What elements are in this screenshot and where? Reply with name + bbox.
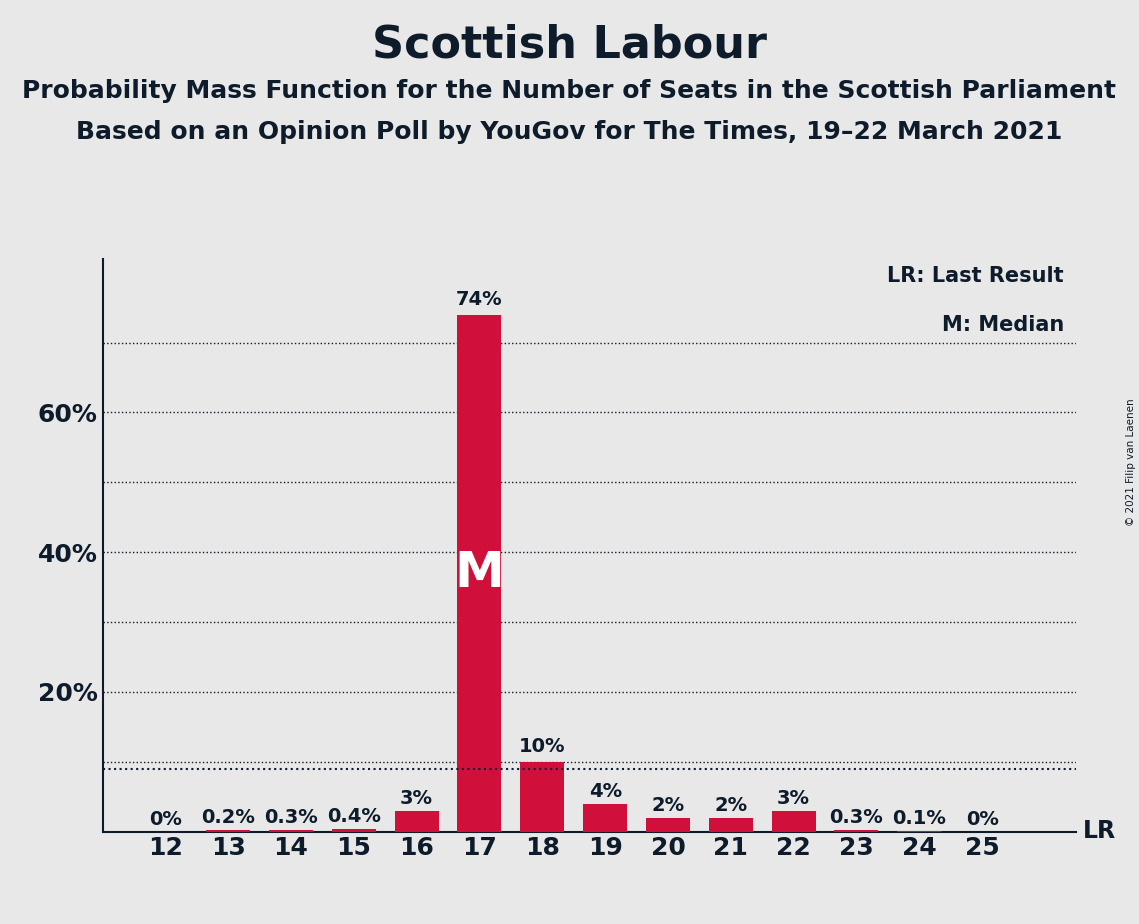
Text: LR: LR	[1083, 819, 1116, 843]
Bar	[521, 761, 564, 832]
Bar	[394, 810, 439, 832]
Text: 0.3%: 0.3%	[264, 808, 318, 827]
Bar	[269, 830, 313, 832]
Text: LR: Last Result: LR: Last Result	[887, 266, 1064, 286]
Bar	[458, 314, 501, 832]
Text: Probability Mass Function for the Number of Seats in the Scottish Parliament: Probability Mass Function for the Number…	[23, 79, 1116, 103]
Bar	[206, 830, 251, 832]
Text: 0%: 0%	[966, 809, 999, 829]
Text: 74%: 74%	[457, 290, 502, 309]
Text: 0%: 0%	[149, 809, 182, 829]
Text: 2%: 2%	[652, 796, 685, 815]
Text: 0.1%: 0.1%	[892, 809, 947, 828]
Text: 4%: 4%	[589, 782, 622, 801]
Text: Scottish Labour: Scottish Labour	[372, 23, 767, 67]
Text: 0.2%: 0.2%	[202, 808, 255, 827]
Text: M: M	[454, 549, 505, 597]
Bar	[835, 830, 878, 832]
Text: © 2021 Filip van Laenen: © 2021 Filip van Laenen	[1126, 398, 1136, 526]
Text: 3%: 3%	[400, 789, 433, 808]
Bar	[771, 810, 816, 832]
Text: 0.4%: 0.4%	[327, 807, 380, 826]
Text: 2%: 2%	[714, 796, 747, 815]
Text: 0.3%: 0.3%	[829, 808, 884, 827]
Text: M: Median: M: Median	[942, 314, 1064, 334]
Bar	[331, 829, 376, 832]
Text: 10%: 10%	[519, 737, 566, 756]
Text: 3%: 3%	[777, 789, 810, 808]
Bar	[708, 818, 753, 832]
Bar	[646, 818, 690, 832]
Bar	[583, 804, 628, 832]
Text: Based on an Opinion Poll by YouGov for The Times, 19–22 March 2021: Based on an Opinion Poll by YouGov for T…	[76, 120, 1063, 144]
